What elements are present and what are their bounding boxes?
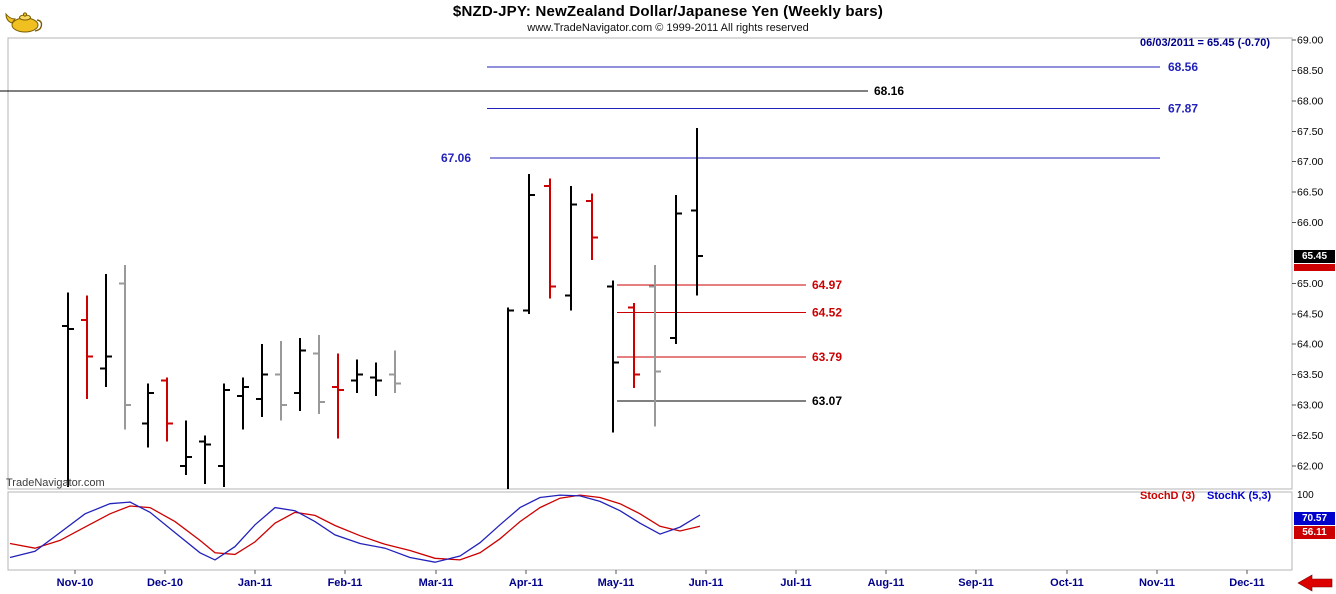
page-title: $NZD-JPY: NewZealand Dollar/Japanese Yen… xyxy=(452,3,884,20)
price-level-label: 67.06 xyxy=(441,151,471,165)
stoch-d-line xyxy=(9,494,701,561)
month-label: Dec-10 xyxy=(147,577,183,589)
price-axis-label: 66.50 xyxy=(1297,187,1323,199)
month-label: Nov-10 xyxy=(57,577,94,589)
price-panel-frame xyxy=(7,37,1293,490)
price-level-label: 67.87 xyxy=(1168,102,1198,116)
month-label: Jan-11 xyxy=(238,577,272,589)
month-label: Sep-11 xyxy=(958,577,993,589)
month-label: Feb-11 xyxy=(328,577,363,589)
price-axis-label: 65.00 xyxy=(1297,278,1323,290)
month-label: Jun-11 xyxy=(689,577,724,589)
month-label: Oct-11 xyxy=(1050,577,1084,589)
month-label: May-11 xyxy=(598,577,635,589)
price-level-label: 63.07 xyxy=(812,394,842,408)
month-label: Nov-11 xyxy=(1139,577,1175,589)
price-axis-label: 66.00 xyxy=(1297,217,1323,229)
month-label: Aug-11 xyxy=(868,577,905,589)
price-axis-label: 63.00 xyxy=(1297,400,1323,412)
month-label: Dec-11 xyxy=(1229,577,1264,589)
genie-lamp-logo xyxy=(4,5,44,35)
price-axis-label: 63.50 xyxy=(1297,369,1323,381)
watermark: TradeNavigator.com xyxy=(6,477,105,489)
stoch-k-value-badge: 70.57 xyxy=(1294,512,1335,525)
price-axis-label: 67.50 xyxy=(1297,126,1323,138)
price-axis-label: 68.50 xyxy=(1297,65,1323,77)
month-label: Mar-11 xyxy=(419,577,454,589)
price-alert-badge xyxy=(1294,264,1335,271)
price-level-label: 68.16 xyxy=(874,84,904,98)
stoch-axis-top-label: 100 xyxy=(1297,490,1314,501)
last-price-badge: 65.45 xyxy=(1294,250,1335,263)
scroll-left-arrow[interactable] xyxy=(1296,573,1334,593)
month-label: Jul-11 xyxy=(780,577,811,589)
last-quote-readout: 06/03/2011 = 65.45 (-0.70) xyxy=(1140,37,1270,49)
stoch-k-legend-label: StochK (5,3) xyxy=(1207,490,1272,502)
price-level-label: 64.97 xyxy=(812,278,842,292)
stoch-k-line xyxy=(9,494,701,563)
price-level-label: 68.56 xyxy=(1168,60,1198,74)
price-axis-label: 64.00 xyxy=(1297,339,1323,351)
price-axis-label: 69.00 xyxy=(1297,35,1323,47)
stoch-panel-frame xyxy=(7,491,1293,571)
price-axis-label: 62.50 xyxy=(1297,430,1323,442)
copyright-subtitle: www.TradeNavigator.com © 1999-2011 All r… xyxy=(527,22,809,34)
price-axis-label: 68.00 xyxy=(1297,95,1323,107)
price-level-label: 63.79 xyxy=(812,350,842,364)
price-axis-label: 62.00 xyxy=(1297,460,1323,472)
stoch-d-legend-label: StochD (3) xyxy=(1140,490,1195,502)
month-label: Apr-11 xyxy=(509,577,543,589)
price-axis-label: 64.50 xyxy=(1297,308,1323,320)
price-axis-label: 67.00 xyxy=(1297,156,1323,168)
stoch-d-value-badge: 56.11 xyxy=(1294,526,1335,539)
price-level-label: 64.52 xyxy=(812,306,842,320)
